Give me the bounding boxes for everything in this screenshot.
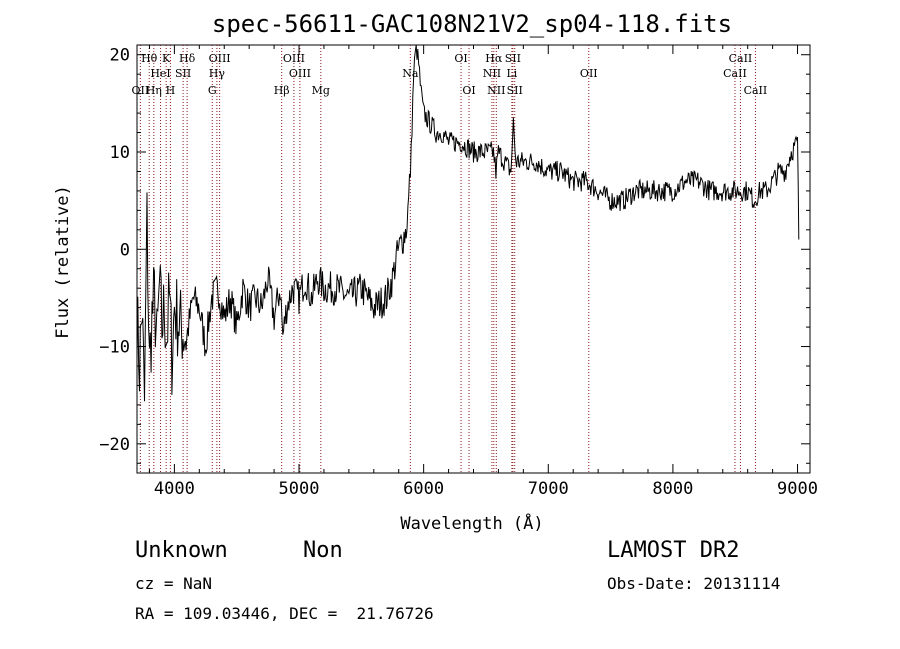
x-tick-label: 5000 [279, 479, 320, 499]
redshift-cz: cz = NaN [135, 574, 213, 593]
x-tick-label: 4000 [154, 479, 195, 499]
marker-label: Mg [312, 84, 330, 97]
marker-label: OII [132, 84, 150, 97]
marker-label: Na [402, 67, 419, 80]
marker-label: OIII [289, 67, 311, 80]
plot-frame [136, 44, 811, 474]
x-tick-label: 7000 [528, 479, 569, 499]
marker-label: Hδ [179, 52, 196, 65]
marker-label: NII [487, 84, 505, 97]
marker-label: OI [462, 84, 475, 97]
marker-label: SII [175, 67, 191, 80]
object-subclass: Non [303, 538, 343, 563]
axis-ticks: 4000 5000 6000 7000 8000 9000 −20 −10 0 10 20 [99, 45, 818, 499]
marker-label: G [208, 84, 217, 97]
marker-label: OII [580, 67, 598, 80]
marker-label: Hα [485, 52, 503, 65]
y-axis-label: Flux (relative) [53, 185, 73, 339]
emission-line-markers [139, 45, 756, 473]
y-tick-label: 0 [120, 240, 130, 260]
marker-label: Li [506, 67, 517, 80]
marker-label: K [162, 52, 171, 65]
marker-label: CaII [729, 52, 753, 65]
coordinates: RA = 109.03446, DEC = 21.76726 [135, 604, 434, 623]
marker-label: Hθ [141, 52, 158, 65]
spectrum-series-line [136, 44, 800, 402]
marker-label: OIII [209, 52, 231, 65]
marker-label: CaII [723, 67, 747, 80]
marker-label: Hγ [209, 67, 226, 80]
marker-label: OIII [283, 52, 305, 65]
y-tick-label: 10 [110, 143, 130, 163]
y-tick-label: −10 [99, 338, 130, 358]
marker-label: OI [454, 52, 467, 65]
spectrum-chart: spec-56611-GAC108N21V2_sp04-118.fits Hθ K… [53, 10, 818, 534]
marker-label: NII [483, 67, 501, 80]
x-tick-label: 8000 [652, 479, 693, 499]
observation-date: Obs-Date: 20131114 [607, 574, 781, 593]
marker-label: SII [507, 84, 523, 97]
object-class: Unknown [135, 538, 228, 563]
marker-label: Hβ [274, 84, 290, 97]
marker-label: CaII [744, 84, 768, 97]
marker-label: HeI [150, 67, 170, 80]
marker-label: SII [505, 52, 521, 65]
x-tick-label: 9000 [777, 479, 818, 499]
x-tick-label: 6000 [403, 479, 444, 499]
marker-label: H [166, 84, 176, 97]
chart-title: spec-56611-GAC108N21V2_sp04-118.fits [212, 10, 732, 38]
y-tick-label: 20 [110, 46, 130, 66]
survey-name: LAMOST DR2 [607, 538, 740, 563]
y-tick-label: −20 [99, 435, 130, 455]
marker-label: Hη [146, 84, 162, 97]
x-axis-label: Wavelength (Å) [400, 512, 543, 534]
